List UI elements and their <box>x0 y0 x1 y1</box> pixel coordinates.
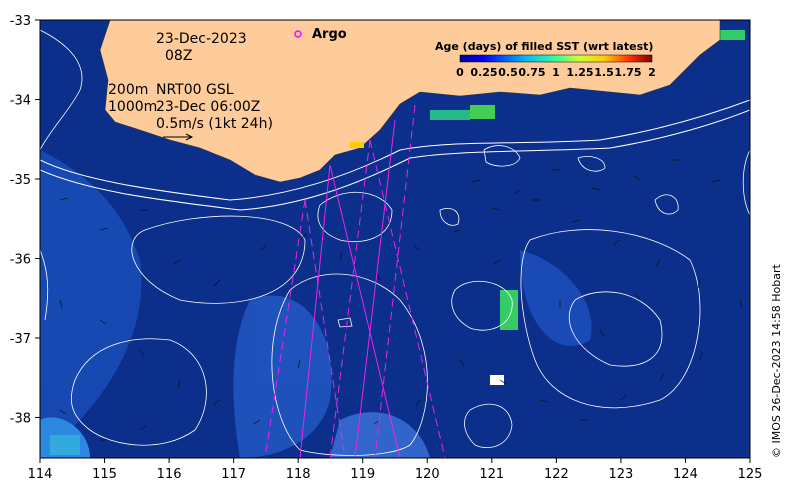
legend-tick-label: 2 <box>648 66 656 79</box>
x-tick-label: 117 <box>221 467 246 482</box>
legend-tick-label: 0.25 <box>470 66 497 79</box>
legend-tick-label: 1.5 <box>594 66 614 79</box>
sst-coastal-warm <box>350 142 364 148</box>
bathymetry-contours <box>40 99 750 211</box>
contour-label-200m: 200m <box>108 82 148 98</box>
x-tick-label: 120 <box>415 467 440 482</box>
x-tick-label: 121 <box>479 467 504 482</box>
y-tick-label: -34 <box>10 94 31 109</box>
legend-title: Age (days) of filled SST (wrt latest) <box>435 40 653 53</box>
x-tick-label: 119 <box>350 467 375 482</box>
y-axis: -33 -34 -35 -36 -37 -38 <box>10 14 40 427</box>
legend-tick-label: 0.75 <box>518 66 545 79</box>
x-axis: 114 115 116 117 118 119 120 121 122 123 124 125 <box>28 458 763 482</box>
product-label: NRT00 GSL <box>156 82 234 98</box>
date-line-2: 08Z <box>165 48 192 64</box>
y-tick-label: -36 <box>10 253 31 268</box>
y-tick-label: -38 <box>10 412 31 427</box>
legend-ticks: 0 0.25 0.5 0.75 1 1.25 1.5 1.75 2 <box>456 66 656 79</box>
altimeter-tracks <box>264 104 446 458</box>
date-line-1: 23-Dec-2023 <box>156 31 247 47</box>
ssh-contours <box>40 29 750 456</box>
argo-marker <box>294 30 302 38</box>
legend-tick-label: 1 <box>552 66 560 79</box>
product-time: 23-Dec 06:00Z <box>156 99 260 115</box>
contour-label-1000m: 1000m <box>108 99 157 115</box>
sst-patches <box>50 30 745 455</box>
legend-tick-label: 1.25 <box>566 66 593 79</box>
vector-scale-label: 0.5m/s (1kt 24h) <box>156 116 273 132</box>
y-tick-label: -33 <box>10 14 31 29</box>
y-tick-label: -37 <box>10 332 31 347</box>
legend-colorbar <box>459 54 653 63</box>
argo-label: Argo <box>312 27 347 42</box>
plot-frame <box>39 19 751 459</box>
legend-tick-label: 1.75 <box>614 66 641 79</box>
y-tick-label: -35 <box>10 173 31 188</box>
x-tick-label: 123 <box>608 467 633 482</box>
x-tick-label: 116 <box>157 467 182 482</box>
legend-tick-label: 0 <box>456 66 464 79</box>
vector-scale-arrow <box>163 133 194 141</box>
velocity-arrows <box>59 159 743 441</box>
x-tick-label: 125 <box>738 467 763 482</box>
x-tick-label: 114 <box>28 467 53 482</box>
legend-tick-label: 0.5 <box>498 66 518 79</box>
x-tick-label: 118 <box>286 467 311 482</box>
credit-text: © IMOS 26-Dec-2023 14:58 Hobart <box>770 263 783 458</box>
x-tick-label: 124 <box>673 467 698 482</box>
x-tick-label: 115 <box>92 467 117 482</box>
x-tick-label: 122 <box>544 467 569 482</box>
